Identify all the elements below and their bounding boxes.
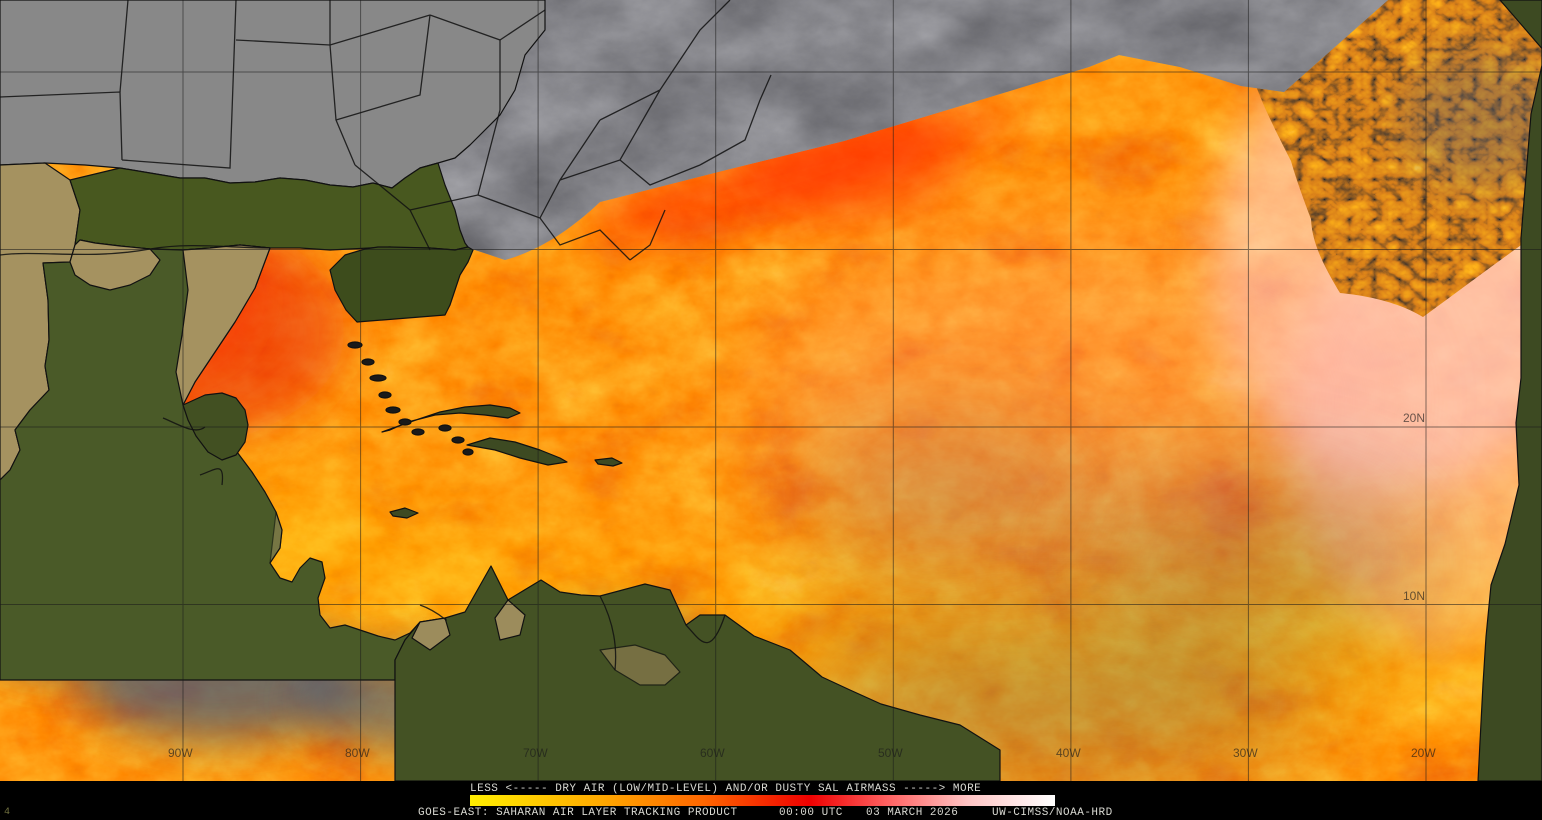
svg-text:GOES-EAST: SAHARAN AIR LAYER T: GOES-EAST: SAHARAN AIR LAYER TRACKING PR… [418,807,738,819]
svg-text:10N: 10N [1403,589,1425,603]
svg-text:60W: 60W [700,746,725,760]
svg-text:20N: 20N [1403,411,1425,425]
svg-text:4: 4 [4,807,10,818]
svg-text:LESS <----- DRY AIR (LOW/MID-L: LESS <----- DRY AIR (LOW/MID-LEVEL) AND/… [470,783,981,795]
svg-text:00:00 UTC: 00:00 UTC [779,807,843,819]
svg-text:70W: 70W [523,746,548,760]
svg-text:30W: 30W [1233,746,1258,760]
svg-text:90W: 90W [168,746,193,760]
svg-text:80W: 80W [345,746,370,760]
svg-text:03 MARCH 2026: 03 MARCH 2026 [866,807,958,819]
svg-text:20W: 20W [1411,746,1436,760]
svg-text:40W: 40W [1056,746,1081,760]
svg-text:50W: 50W [878,746,903,760]
svg-text:UW-CIMSS/NOAA-HRD: UW-CIMSS/NOAA-HRD [992,807,1113,819]
